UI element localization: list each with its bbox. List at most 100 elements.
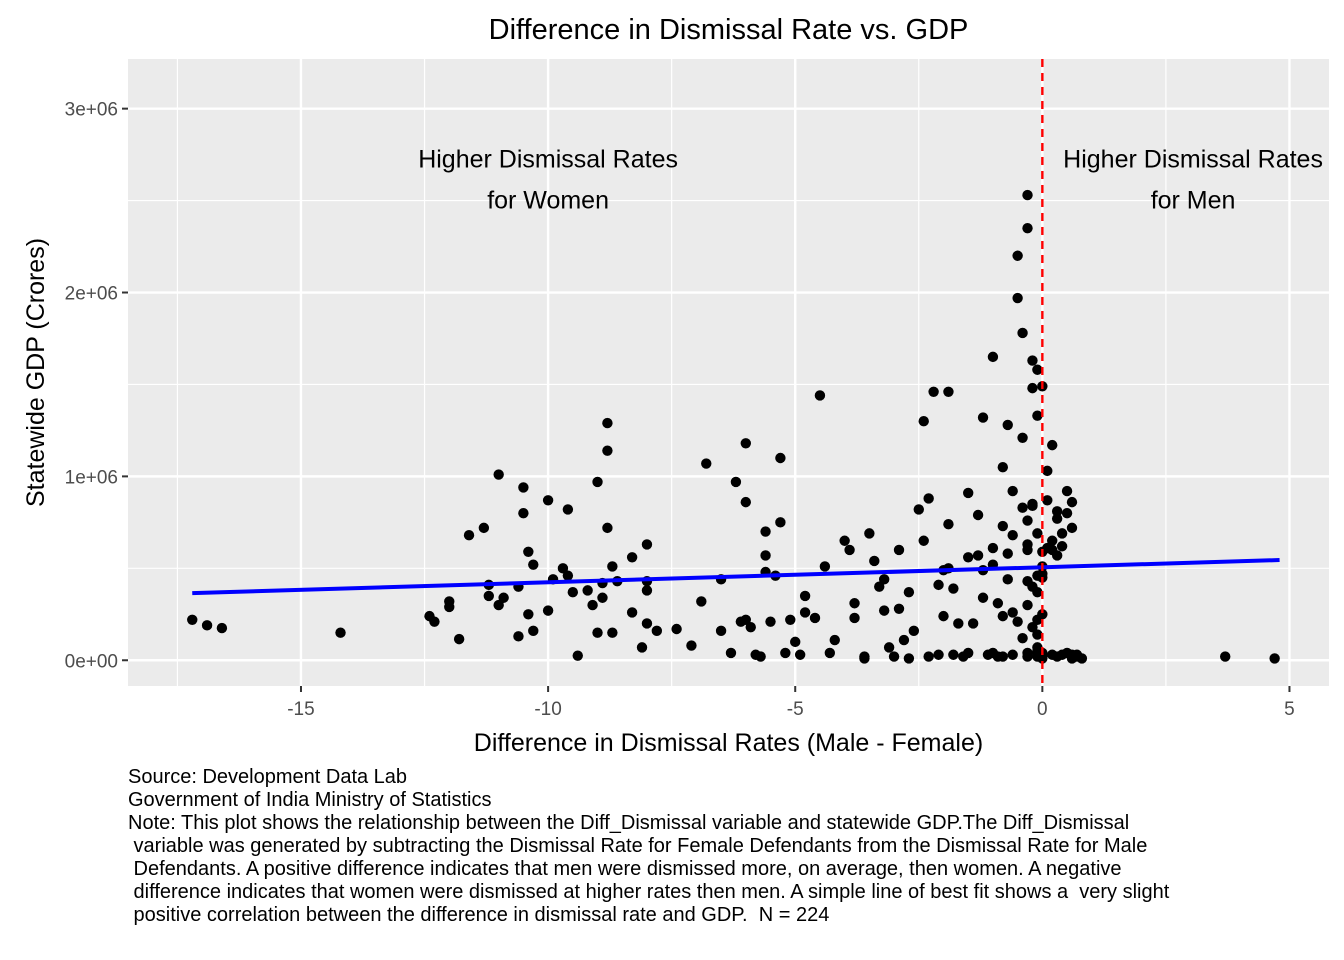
data-point xyxy=(785,614,796,626)
data-point xyxy=(493,469,504,480)
annotation-label: for Men xyxy=(1151,186,1236,214)
caption-line: Source: Development Data Lab xyxy=(128,766,408,788)
data-point xyxy=(1032,364,1043,375)
data-point xyxy=(943,386,954,398)
data-point xyxy=(953,618,964,629)
data-point xyxy=(1022,575,1033,587)
data-point xyxy=(602,522,613,534)
data-point xyxy=(933,579,944,591)
chart-svg: Higher Dismissal Rates for Women Higher Di… xyxy=(22,14,1329,757)
data-point xyxy=(943,518,954,530)
data-point xyxy=(933,649,944,660)
data-point xyxy=(1269,653,1280,664)
data-point xyxy=(745,621,756,633)
data-point xyxy=(1032,528,1043,539)
plot-panel xyxy=(128,59,1329,686)
data-point xyxy=(1027,498,1038,510)
data-point xyxy=(869,555,880,567)
y-tick-label: 1e+06 xyxy=(65,467,118,488)
data-point xyxy=(187,614,198,626)
data-point xyxy=(972,509,984,521)
data-point xyxy=(463,530,475,541)
data-point xyxy=(775,517,786,528)
data-point xyxy=(829,634,840,646)
data-point xyxy=(987,542,999,554)
data-point xyxy=(429,616,440,627)
annotation-label: Higher Dismissal Rates xyxy=(1063,145,1323,173)
data-point xyxy=(849,598,860,609)
data-point xyxy=(1051,550,1063,561)
data-point xyxy=(542,605,554,616)
x-axis-label: Difference in Dismissal Rates (Male - Fe… xyxy=(474,729,983,757)
chart-title: Difference in Dismissal Rate vs. GDP xyxy=(489,14,969,46)
data-point xyxy=(997,651,1009,662)
data-point xyxy=(898,634,910,646)
data-point xyxy=(1007,607,1018,618)
data-point xyxy=(636,642,648,653)
data-point xyxy=(849,612,860,624)
data-point xyxy=(626,552,638,563)
annotation-label: Higher Dismissal Rates xyxy=(418,145,678,173)
data-point xyxy=(948,583,959,594)
data-point xyxy=(799,590,811,602)
data-point xyxy=(1012,616,1023,627)
data-point xyxy=(913,504,924,515)
data-point xyxy=(1032,587,1043,598)
data-point xyxy=(1002,419,1013,431)
data-point xyxy=(1002,548,1013,559)
data-point xyxy=(478,522,490,534)
data-point xyxy=(1220,651,1231,662)
data-point xyxy=(651,625,663,637)
data-point xyxy=(587,599,598,611)
data-point xyxy=(542,495,554,506)
data-point xyxy=(513,631,524,642)
data-point xyxy=(794,649,806,660)
data-point xyxy=(1056,528,1068,539)
x-tick-label: -15 xyxy=(287,699,314,720)
data-point xyxy=(963,552,974,563)
x-tick-label: 0 xyxy=(1037,699,1048,720)
data-point xyxy=(874,581,885,592)
data-point xyxy=(977,412,989,423)
data-point xyxy=(1037,609,1048,620)
data-point xyxy=(987,647,999,659)
data-point xyxy=(1071,649,1083,660)
data-point xyxy=(1022,515,1033,526)
caption-line: difference indicates that women were dis… xyxy=(128,881,1170,903)
data-point xyxy=(626,607,638,618)
data-point xyxy=(1056,541,1068,552)
data-point xyxy=(992,598,1004,609)
y-tick-label: 3e+06 xyxy=(65,100,118,121)
data-point xyxy=(1017,502,1028,513)
data-point xyxy=(1051,513,1063,524)
data-point xyxy=(1022,544,1033,556)
data-point xyxy=(923,493,934,504)
data-point xyxy=(1022,599,1033,611)
data-point xyxy=(809,612,821,624)
data-point xyxy=(641,618,653,629)
data-point xyxy=(528,625,539,637)
data-point xyxy=(908,625,920,637)
data-point xyxy=(1007,485,1018,497)
data-point xyxy=(592,627,603,638)
data-point xyxy=(948,649,959,660)
data-point xyxy=(780,647,791,659)
data-point xyxy=(1007,649,1018,660)
data-point xyxy=(607,627,618,638)
data-point xyxy=(997,610,1009,622)
data-point xyxy=(878,605,890,616)
data-point xyxy=(790,636,801,648)
data-point xyxy=(972,550,984,561)
data-point xyxy=(602,417,613,429)
data-point xyxy=(1022,189,1033,201)
data-point xyxy=(918,535,929,546)
data-point xyxy=(878,574,890,585)
data-point xyxy=(453,633,465,645)
data-point xyxy=(607,561,618,572)
data-point xyxy=(1032,651,1043,662)
data-point xyxy=(701,458,712,469)
data-point xyxy=(1037,568,1048,580)
data-point xyxy=(997,520,1009,532)
data-point xyxy=(740,614,751,626)
caption-line: Government of India Ministry of Statisti… xyxy=(128,789,492,811)
